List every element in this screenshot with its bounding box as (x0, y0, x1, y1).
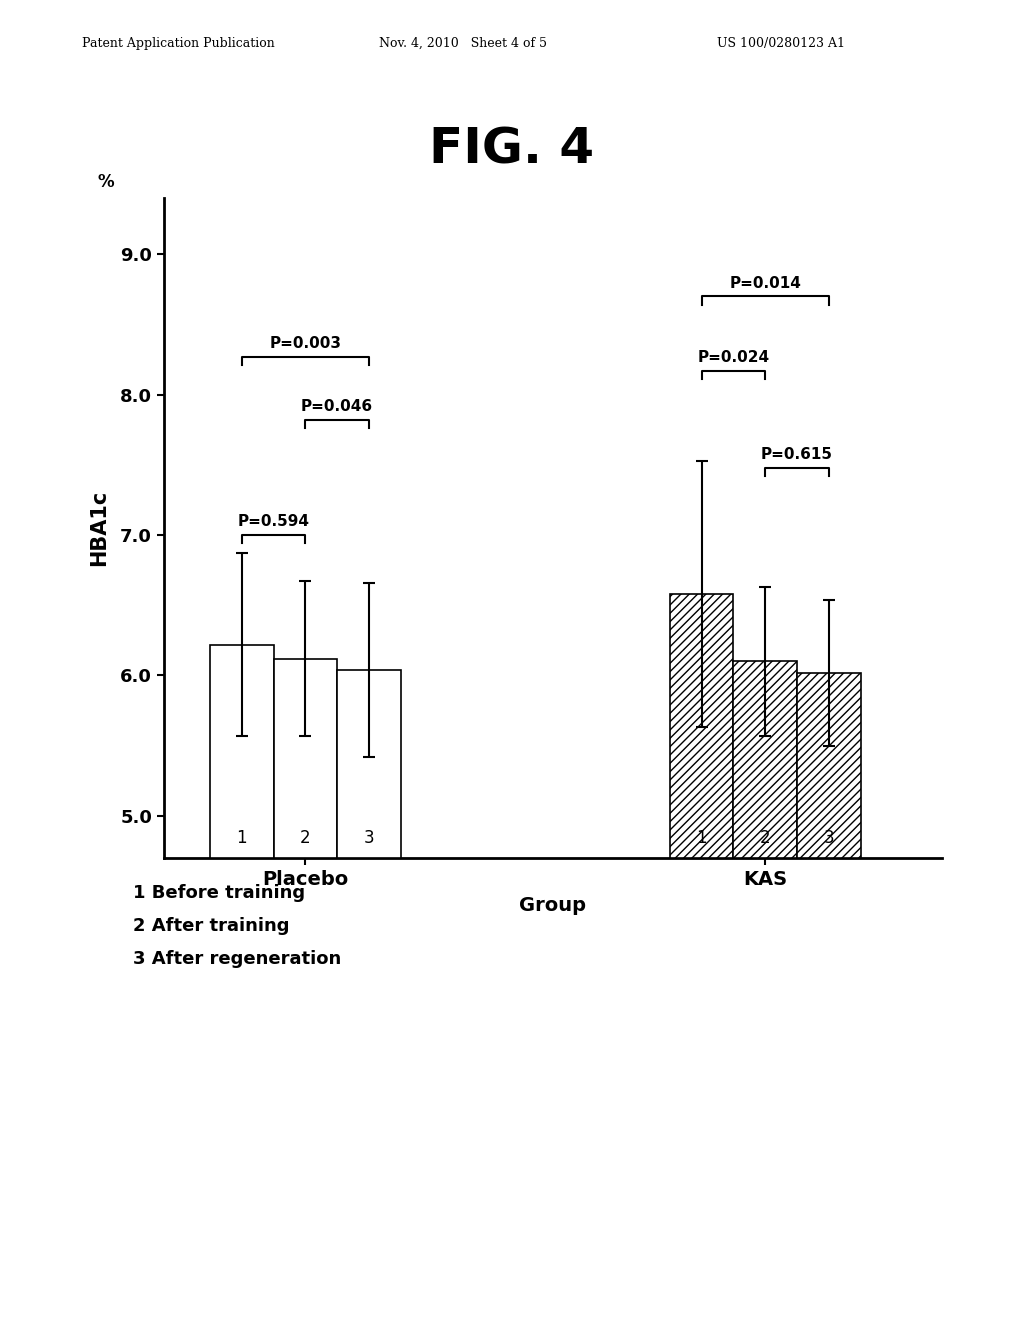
Text: 3: 3 (364, 829, 375, 846)
Text: P=0.003: P=0.003 (269, 337, 341, 351)
Text: P=0.024: P=0.024 (697, 350, 769, 366)
Text: Nov. 4, 2010   Sheet 4 of 5: Nov. 4, 2010 Sheet 4 of 5 (379, 37, 547, 50)
Text: P=0.594: P=0.594 (238, 515, 309, 529)
Text: 2 After training: 2 After training (133, 917, 290, 936)
Text: 1 Before training: 1 Before training (133, 884, 305, 903)
Text: 1: 1 (237, 829, 247, 846)
Text: Patent Application Publication: Patent Application Publication (82, 37, 274, 50)
Text: US 100/0280123 A1: US 100/0280123 A1 (717, 37, 845, 50)
Text: %: % (97, 173, 115, 191)
Text: 3: 3 (823, 829, 835, 846)
Bar (733, 661, 797, 858)
Text: 2: 2 (300, 829, 310, 846)
Text: P=0.046: P=0.046 (301, 399, 373, 414)
Bar (273, 659, 337, 858)
Text: 3 After regeneration: 3 After regeneration (133, 950, 341, 969)
Bar (797, 673, 861, 858)
X-axis label: Group: Group (519, 896, 587, 915)
Y-axis label: HBA1c: HBA1c (89, 490, 109, 566)
Bar (210, 644, 273, 858)
Bar (670, 594, 733, 858)
Bar (337, 669, 400, 858)
Text: 1: 1 (696, 829, 707, 846)
Text: FIG. 4: FIG. 4 (429, 125, 595, 173)
Text: 2: 2 (760, 829, 770, 846)
Text: P=0.615: P=0.615 (761, 447, 834, 462)
Text: P=0.014: P=0.014 (729, 276, 801, 290)
